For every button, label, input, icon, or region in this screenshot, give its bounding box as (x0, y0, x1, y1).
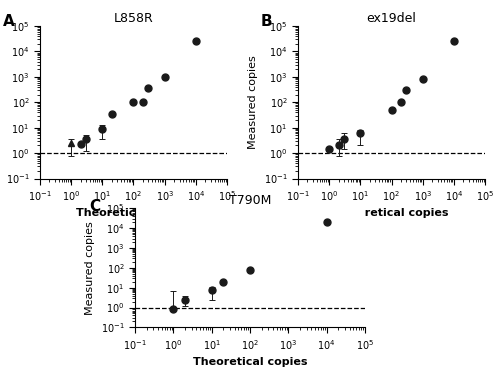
Text: B: B (260, 14, 272, 29)
Title: ex19del: ex19del (366, 12, 416, 25)
Text: C: C (89, 199, 100, 214)
Title: L858R: L858R (114, 12, 154, 25)
Title: T790M: T790M (229, 194, 271, 207)
Y-axis label: Measured copies: Measured copies (85, 221, 95, 315)
Text: A: A (2, 14, 14, 29)
X-axis label: Theoretical copies: Theoretical copies (334, 208, 449, 218)
X-axis label: Theoretical copies: Theoretical copies (193, 357, 307, 367)
Y-axis label: Measured copies: Measured copies (248, 55, 258, 149)
X-axis label: Theoretical copies: Theoretical copies (76, 208, 190, 218)
